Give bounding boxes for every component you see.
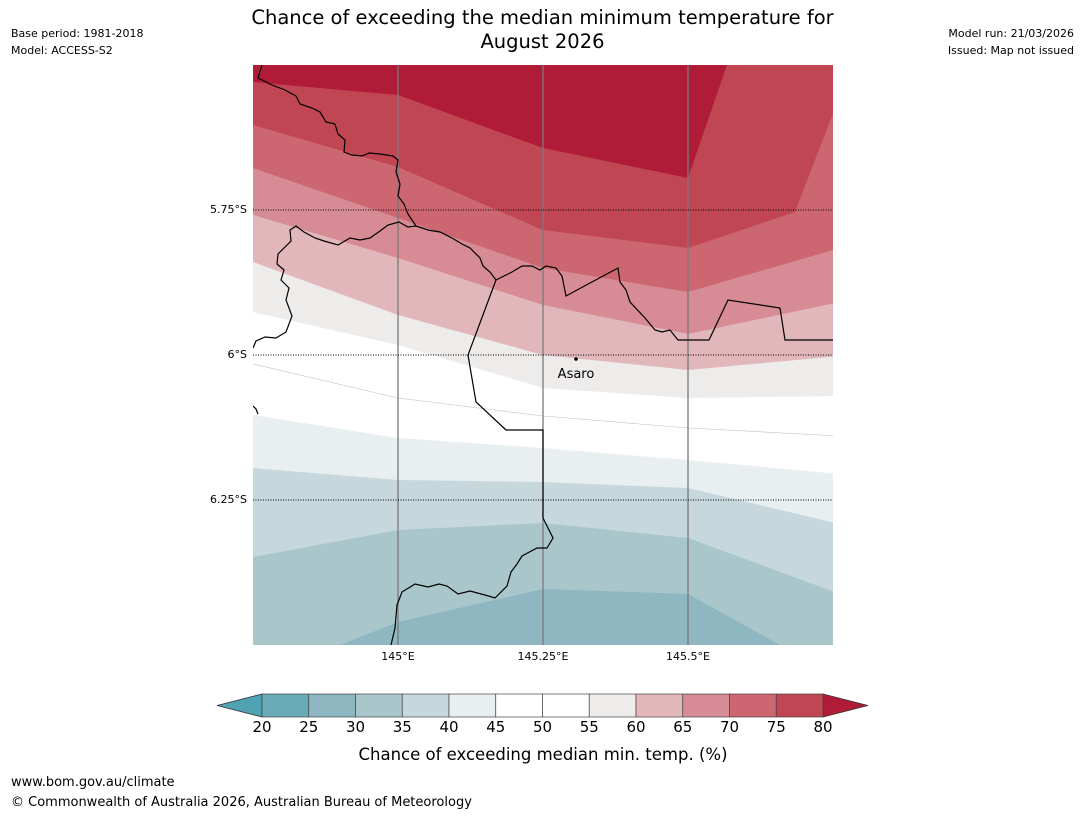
colorbar-segment: [729, 693, 777, 718]
page-title: Chance of exceeding the median minimum t…: [200, 6, 885, 54]
colorbar-tick-label: 60: [626, 718, 645, 736]
colorbar-segment: [355, 693, 403, 718]
issued-text: Issued: Map not issued: [947, 44, 1074, 57]
colorbar-segment: [682, 693, 730, 718]
colorbar-label: Chance of exceeding median min. temp. (%…: [358, 745, 728, 764]
colorbar-tick-label: 75: [767, 718, 786, 736]
colorbar-segment: [261, 693, 310, 718]
metadata-right: Model run: 21/03/2026 Issued: Map not is…: [948, 25, 1074, 59]
colorbar-tick-label: 30: [346, 718, 365, 736]
colorbar-tick-label: 65: [673, 718, 692, 736]
border-west-fragment: [253, 405, 259, 415]
colorbar-extend-low: [216, 693, 263, 718]
map-panel: Asaro: [253, 65, 833, 645]
model-text: Model: ACCESS-S2: [11, 44, 113, 57]
lat-label-6: 6°S: [228, 348, 247, 361]
colorbar-tick-label: 35: [393, 718, 412, 736]
lat-label-6-25: 6.25°S: [210, 493, 247, 506]
border-mid: [415, 225, 833, 341]
asaro-marker: [574, 357, 578, 361]
colorbar-tick-label: 25: [299, 718, 318, 736]
model-run-text: Model run: 21/03/2026: [948, 27, 1074, 40]
footer-copyright: © Commonwealth of Australia 2026, Austra…: [11, 795, 472, 810]
colorbar-tick-label: 50: [533, 718, 552, 736]
lat-label-5-75: 5.75°S: [210, 203, 247, 216]
band-p25-30: [340, 589, 780, 645]
colorbar-segment: [308, 693, 356, 718]
colorbar-tick-label: 70: [720, 718, 739, 736]
border-district: [390, 279, 554, 645]
colorbar-extend-high: [822, 693, 869, 718]
border-north: [253, 65, 418, 349]
colorbar-tick-label: 45: [486, 718, 505, 736]
colorbar-segment: [401, 693, 450, 718]
footer-url: www.bom.gov.au/climate: [11, 775, 175, 790]
colorbar-segment: [635, 693, 684, 718]
colorbar-tick-label: 20: [252, 718, 271, 736]
colorbar-segment: [588, 693, 637, 718]
asaro-label: Asaro: [558, 367, 595, 382]
colorbar: 20 25 30 35 40 45 50 55 60 65 70 75 80: [216, 693, 869, 736]
province-borders: [253, 65, 833, 645]
colorbar-segment: [542, 693, 590, 718]
metadata-left: Base period: 1981-2018 Model: ACCESS-S2: [11, 25, 143, 59]
latitude-labels: 5.75°S 6°S 6.25°S: [210, 203, 247, 506]
colorbar-tick-label: 80: [813, 718, 832, 736]
colorbar-segment: [775, 693, 824, 718]
longitude-labels: 145°E 145.25°E 145.5°E: [381, 650, 710, 663]
colorbar-segment: [495, 693, 543, 718]
lon-label-145-5: 145.5°E: [666, 650, 710, 663]
colorbar-tick-label: 55: [580, 718, 599, 736]
title-line-2: August 2026: [480, 30, 605, 53]
lon-label-145: 145°E: [381, 650, 414, 663]
base-period-text: Base period: 1981-2018: [11, 27, 144, 40]
lon-label-145-25: 145.25°E: [518, 650, 569, 663]
title-line-1: Chance of exceeding the median minimum t…: [251, 6, 834, 29]
colorbar-segment: [448, 693, 497, 718]
colorbar-tick-label: 40: [439, 718, 458, 736]
